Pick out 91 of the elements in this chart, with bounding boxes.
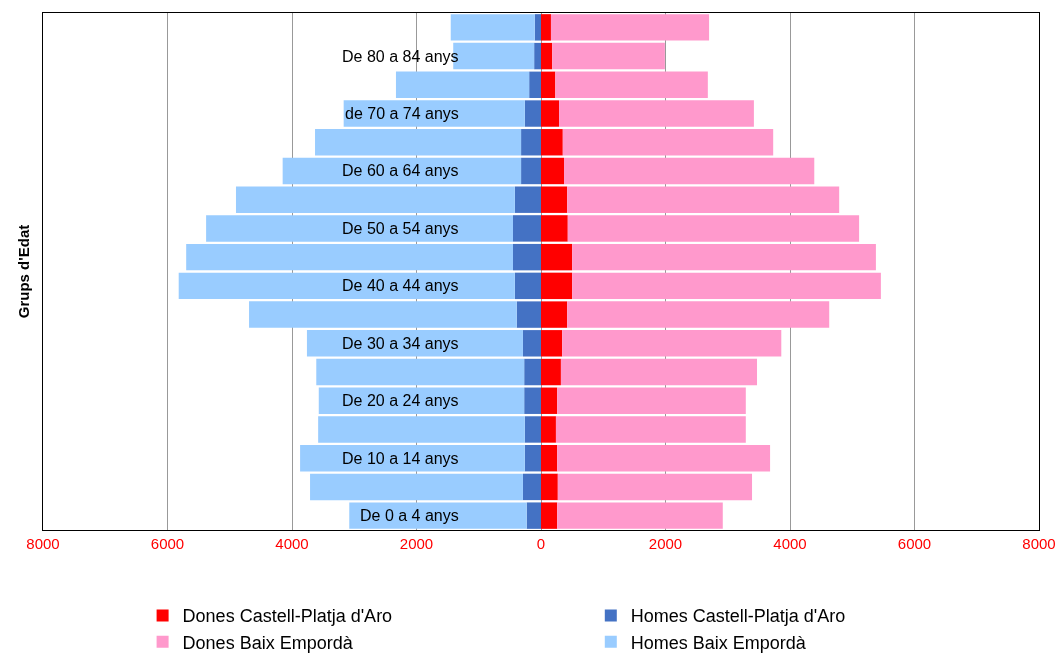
- bar: [514, 272, 541, 300]
- bar: [316, 358, 525, 386]
- bar: [522, 473, 541, 501]
- bar: [310, 473, 523, 501]
- bar: [349, 502, 527, 529]
- y-tick-label: De 50 a 54 anys: [342, 220, 459, 237]
- bar: [318, 416, 525, 443]
- bar: [541, 416, 556, 443]
- bar: [512, 215, 541, 242]
- bar: [541, 444, 558, 472]
- bar: [178, 272, 515, 300]
- bar: [206, 215, 513, 242]
- bar: [450, 14, 535, 41]
- legend-label: Dones Castell-Platja d'Aro: [182, 606, 393, 627]
- bar: [541, 502, 558, 529]
- bar: [564, 157, 815, 185]
- x-tick-label: 4000: [275, 535, 309, 552]
- bar: [541, 42, 553, 70]
- bar: [541, 157, 565, 185]
- y-tick-label: De 0 a 4 anys: [360, 507, 459, 524]
- bar: [550, 14, 710, 41]
- x-tick-label: 6000: [150, 535, 185, 552]
- bar: [524, 444, 541, 472]
- bar: [541, 387, 558, 414]
- bar: [541, 330, 563, 357]
- bar: [524, 358, 541, 386]
- bar: [529, 71, 541, 99]
- bar: [526, 502, 541, 529]
- bar: [562, 129, 774, 156]
- bar: [521, 129, 541, 156]
- bar: [541, 129, 563, 156]
- bar: [522, 330, 541, 357]
- bar: [306, 330, 523, 357]
- x-tick-label: 8000: [1022, 535, 1056, 552]
- y-tick-label: De 40 a 44 anys: [342, 277, 459, 294]
- bar: [557, 387, 746, 414]
- bar: [235, 186, 515, 213]
- bar: [521, 157, 541, 185]
- y-tick-label: de 70 a 74 anys: [345, 105, 459, 122]
- legend-label: Dones Baix Empordà: [182, 632, 354, 653]
- legend-label: Homes Baix Empordà: [630, 632, 807, 653]
- bar: [541, 71, 556, 99]
- x-tick-label: 8000: [26, 535, 60, 552]
- x-tick-label: 6000: [897, 535, 932, 552]
- bar: [514, 186, 541, 213]
- bar: [541, 215, 568, 242]
- bar: [512, 243, 541, 271]
- bar: [541, 301, 568, 328]
- bar: [541, 243, 573, 271]
- bar: [552, 42, 665, 70]
- bar: [343, 100, 525, 127]
- y-tick-label: De 30 a 34 anys: [342, 335, 459, 352]
- y-tick-label: De 20 a 24 anys: [342, 392, 459, 409]
- bar: [557, 444, 771, 472]
- bar: [315, 129, 522, 156]
- bar: [541, 358, 561, 386]
- x-tick-label: 4000: [773, 535, 807, 552]
- bar: [524, 100, 541, 127]
- bar: [524, 416, 541, 443]
- bar: [524, 387, 541, 414]
- legend-label: Homes Castell-Platja d'Aro: [630, 606, 846, 627]
- bar: [572, 243, 876, 271]
- bar: [395, 71, 530, 99]
- y-axis-title: Grups d'Edat: [15, 224, 33, 319]
- bar: [541, 14, 551, 41]
- bar: [541, 272, 573, 300]
- y-tick-label: De 10 a 14 anys: [342, 450, 459, 467]
- bar: [541, 186, 568, 213]
- bar: [541, 100, 560, 127]
- bar: [562, 330, 782, 357]
- bar: [186, 243, 513, 271]
- y-tick-label: De 60 a 64 anys: [342, 162, 459, 179]
- bar: [559, 100, 754, 127]
- bar: [555, 416, 746, 443]
- y-tick-label: De 80 a 84 anys: [342, 48, 459, 65]
- x-tick-label: 2000: [648, 535, 683, 552]
- x-tick-label: 0: [536, 535, 546, 552]
- bar: [567, 215, 860, 242]
- bar: [534, 42, 541, 70]
- bar: [557, 502, 723, 529]
- bar: [516, 301, 541, 328]
- bar: [567, 301, 830, 328]
- x-tick-label: 2000: [399, 535, 434, 552]
- bar: [560, 358, 758, 386]
- bar: [249, 301, 517, 328]
- bar: [567, 186, 840, 213]
- bar: [534, 14, 541, 41]
- bar: [541, 473, 558, 501]
- bar: [557, 473, 753, 501]
- bar: [555, 71, 708, 99]
- bar: [572, 272, 881, 300]
